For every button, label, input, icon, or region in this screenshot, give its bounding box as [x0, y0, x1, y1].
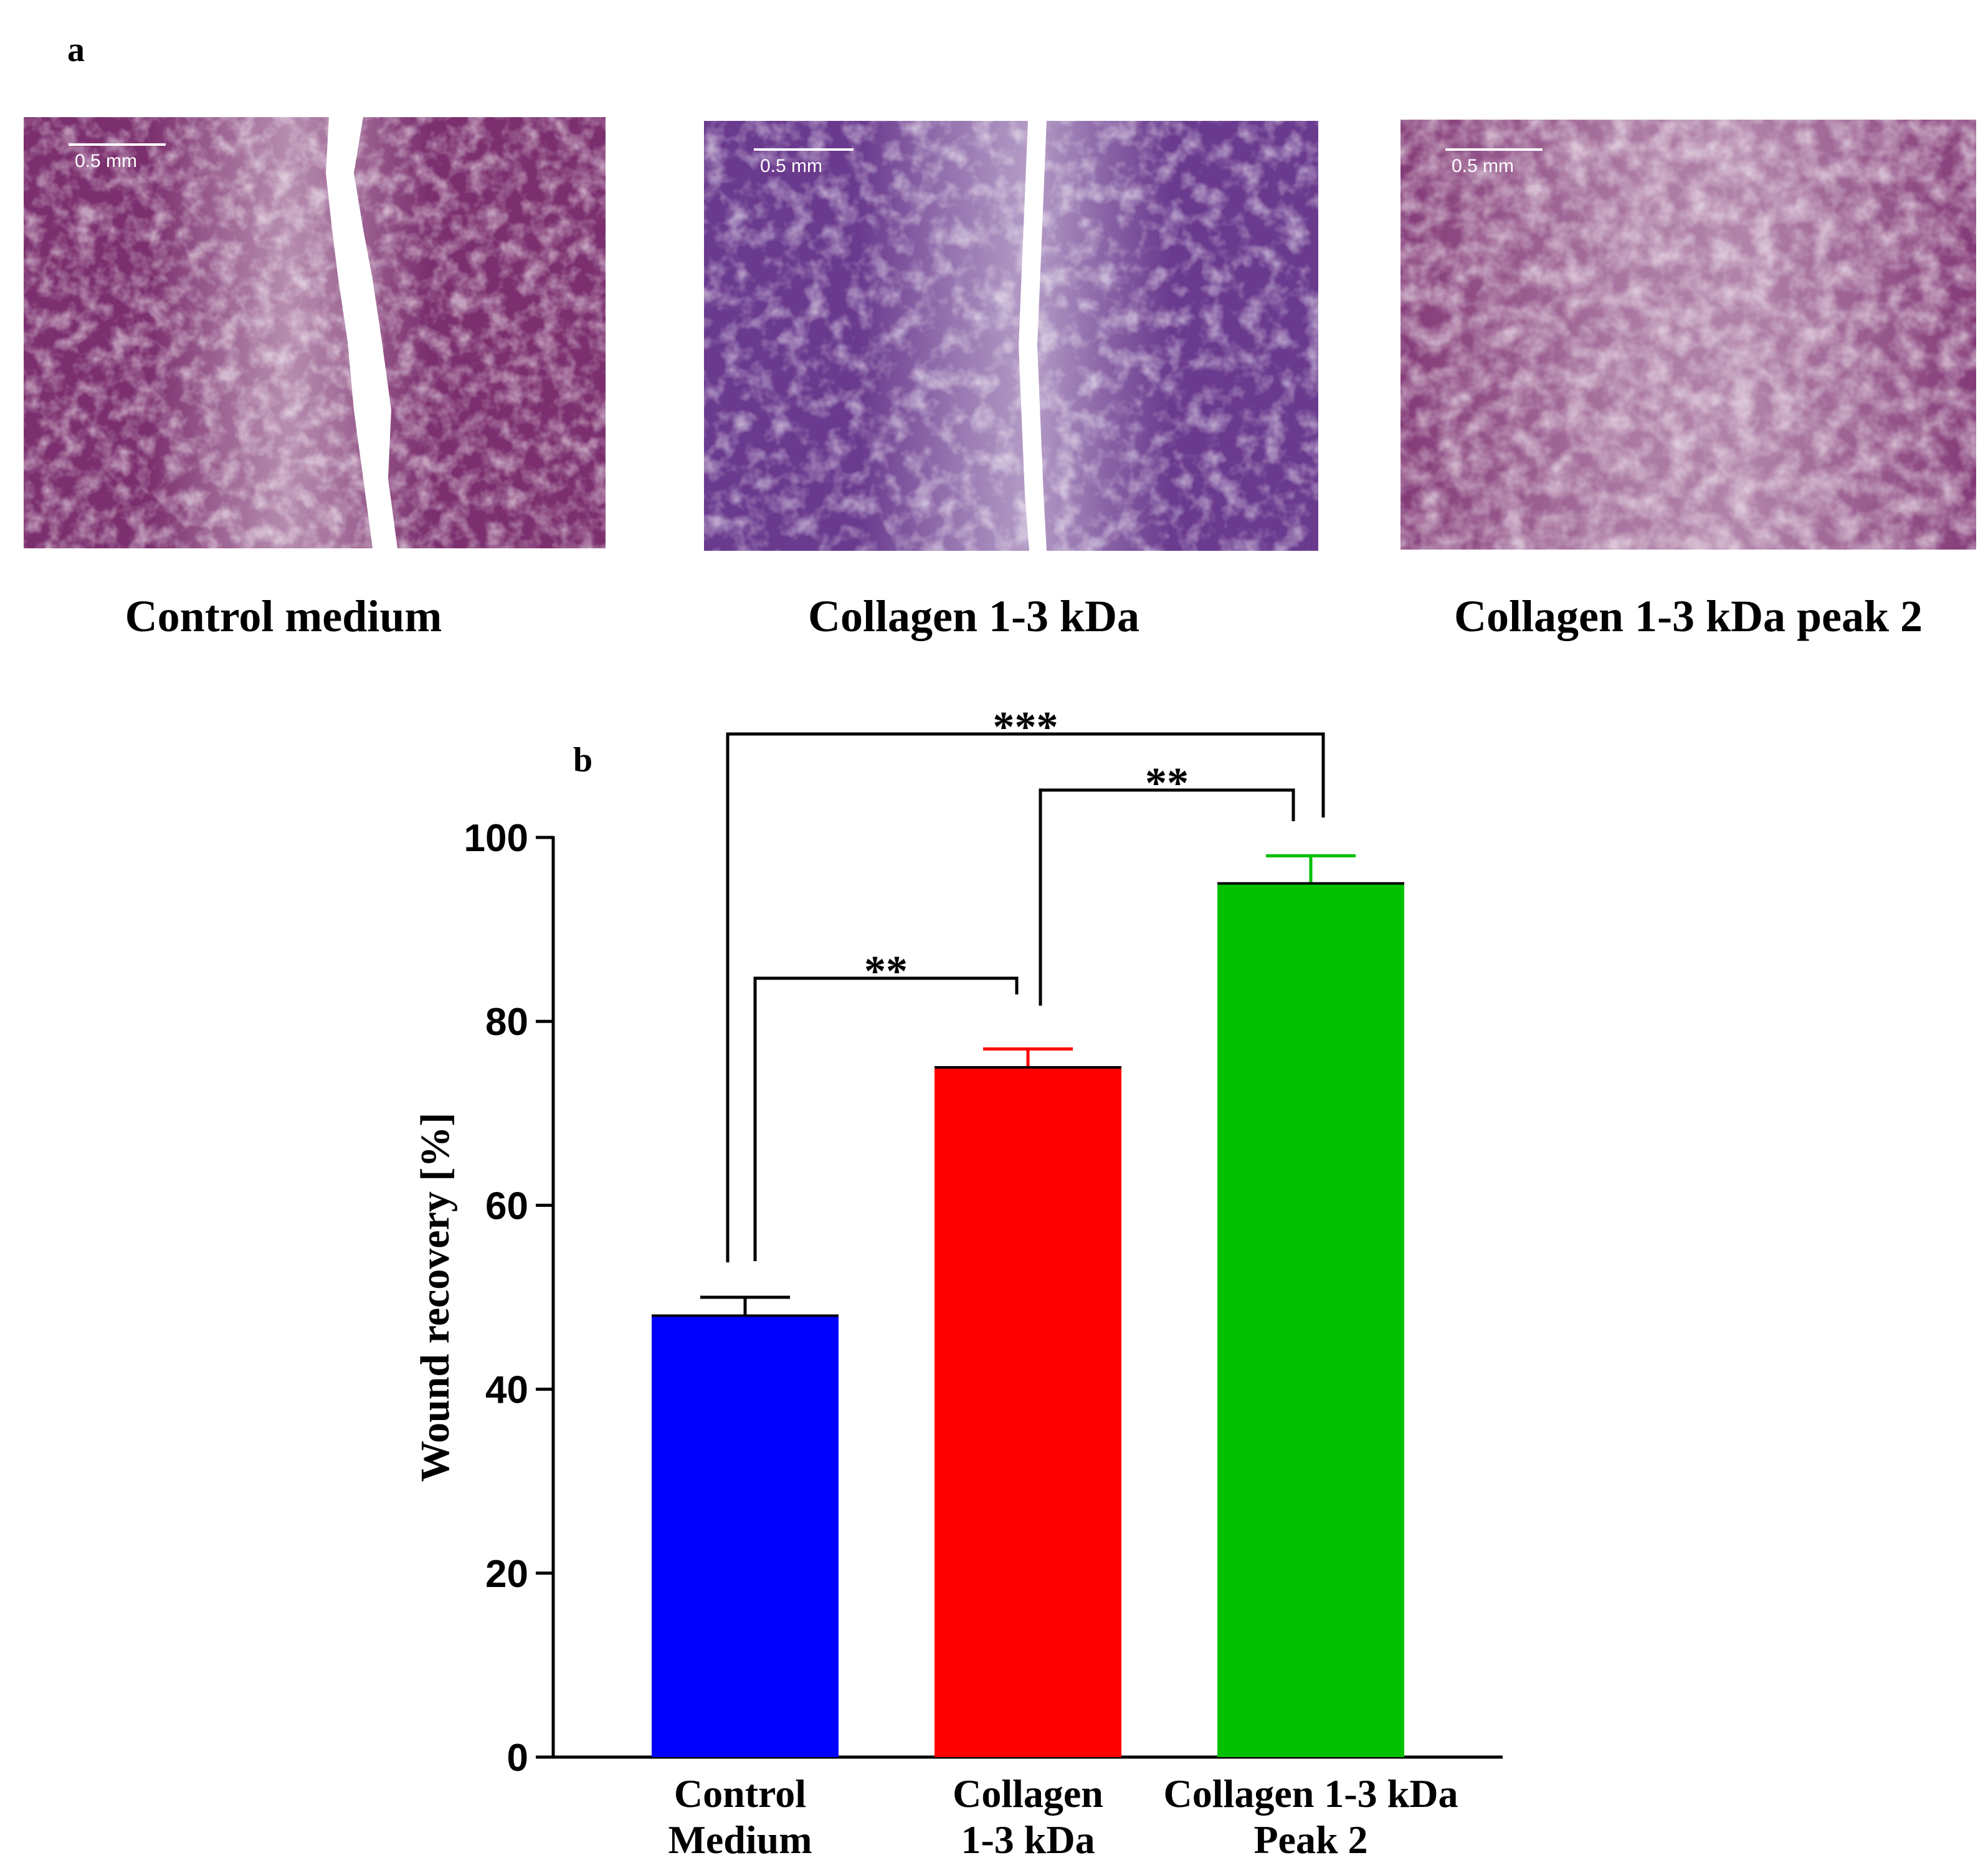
- panel-a-letter: a: [67, 31, 85, 69]
- caption-collagen-1-3kda: Collagen 1-3 kDa: [807, 591, 1140, 641]
- x-tick-label: Medium: [668, 1818, 812, 1862]
- micrograph-image: 0.5 mm: [24, 117, 606, 548]
- bar: [1217, 883, 1404, 1757]
- scale-bar-label: 0.5 mm: [1452, 156, 1514, 176]
- x-tick-label: 1-3 kDa: [961, 1818, 1095, 1862]
- significance-bracket: [753, 976, 1019, 1261]
- x-tick-label: Control: [674, 1771, 806, 1816]
- significance-bracket: [726, 732, 1325, 1262]
- y-tick-label: 20: [485, 1553, 528, 1596]
- significance-label: ***: [993, 703, 1058, 751]
- y-axis-label: Wound recovery [%]: [412, 1113, 458, 1482]
- y-tick-label: 40: [485, 1369, 528, 1412]
- bar: [652, 1315, 839, 1757]
- bar: [935, 1067, 1121, 1757]
- y-tick-label: 80: [485, 1001, 528, 1044]
- panel-b-letter: b: [573, 741, 593, 779]
- x-tick-label: Peak 2: [1253, 1818, 1367, 1862]
- micrograph-collagen-peak-2: 0.5 mm: [1401, 120, 1976, 550]
- y-tick-label: 0: [507, 1737, 528, 1780]
- scale-bar-label: 0.5 mm: [75, 151, 137, 171]
- scale-bar-label: 0.5 mm: [760, 156, 822, 176]
- caption-collagen-peak-2: Collagen 1-3 kDa peak 2: [1453, 591, 1923, 641]
- micrograph-image: 0.5 mm: [704, 121, 1318, 551]
- y-tick-label: 60: [485, 1184, 528, 1227]
- significance-label: **: [1145, 760, 1189, 808]
- micrograph-control-medium: 0.5 mm: [24, 117, 606, 548]
- significance-bracket: [1039, 788, 1295, 1006]
- micrograph-collagen-1-3kda: 0.5 mm: [704, 121, 1318, 551]
- significance-label: **: [864, 948, 908, 996]
- y-tick-label: 100: [464, 817, 528, 860]
- x-tick-label: Collagen: [953, 1771, 1103, 1816]
- x-tick-label: Collagen 1-3 kDa: [1164, 1771, 1458, 1816]
- caption-control-medium: Control medium: [125, 591, 442, 641]
- micrograph-image: 0.5 mm: [1401, 120, 1976, 550]
